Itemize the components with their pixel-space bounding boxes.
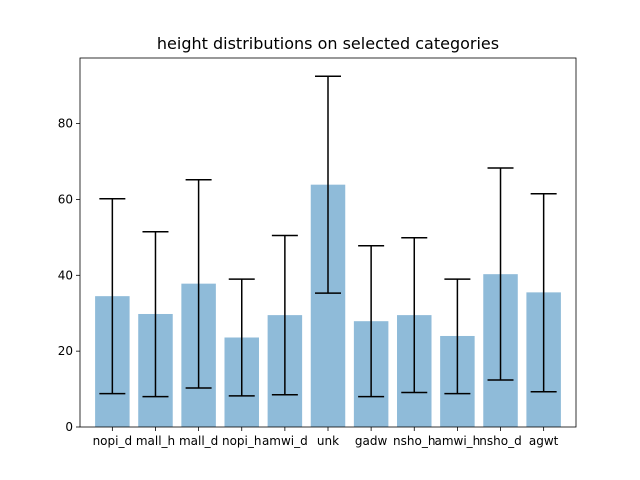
errorbars-group [99,75,557,398]
x-tick-label-amwi_h: amwi_h [434,434,480,448]
x-tick-label-nsho_d: nsho_d [479,434,521,448]
x-tick-label-gadw: gadw [355,434,388,448]
y-tick-label-0: 0 [65,420,73,434]
x-tick-label-amwi_d: amwi_d [262,434,308,448]
y-tick-label-80: 80 [58,117,73,131]
x-tick-label-unk: unk [317,434,339,448]
x-tick-label-nopi_h: nopi_h [222,434,262,448]
x-tick-label-agwt: agwt [529,434,559,448]
x-tick-label-mall_d: mall_d [179,434,218,448]
y-tick-label-20: 20 [58,344,73,358]
x-tick-label-nsho_h: nsho_h [393,434,435,448]
x-tick-label-nopi_d: nopi_d [93,434,133,448]
axes-group: nopi_d mall_h mall_d nopi_h amwi_d unk gadw nsh… [58,57,577,448]
x-tick-label-mall_h: mall_h [136,434,175,448]
chart-title: height distributions on selected categor… [157,34,499,53]
y-tick-label-60: 60 [58,192,73,206]
y-tick-label-40: 40 [58,268,73,282]
plot-frame [79,57,577,428]
